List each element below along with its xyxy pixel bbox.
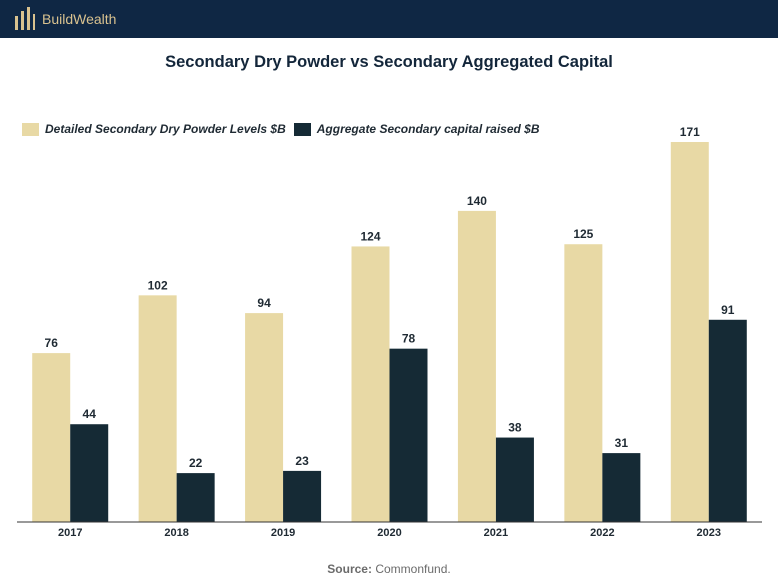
source-note: Source: Commonfund. (0, 562, 778, 576)
data-label-dry-powder-2017: 76 (45, 336, 59, 350)
x-tick-label-2022: 2022 (590, 527, 614, 539)
bar-dry-powder-2023 (670, 142, 709, 522)
legend-item-dry-powder: Detailed Secondary Dry Powder Levels $B (22, 122, 286, 136)
bar-dry-powder-2021 (457, 210, 496, 522)
legend-swatch-capital-raised (293, 122, 311, 136)
bar-dry-powder-2017 (32, 353, 71, 522)
bar-dry-powder-2019 (245, 313, 284, 522)
bar-capital-raised-2018 (176, 473, 215, 522)
data-label-capital-raised-2023: 91 (721, 303, 735, 317)
data-label-dry-powder-2019: 94 (257, 296, 271, 310)
brand-logo[interactable]: BuildWealth (14, 5, 116, 33)
data-label-dry-powder-2022: 125 (573, 227, 593, 241)
data-label-capital-raised-2020: 78 (402, 332, 416, 346)
data-label-capital-raised-2017: 44 (83, 407, 97, 421)
data-label-capital-raised-2022: 31 (615, 436, 629, 450)
bar-capital-raised-2023 (708, 319, 747, 522)
data-label-dry-powder-2021: 140 (467, 194, 487, 208)
bar-capital-raised-2017 (70, 424, 109, 522)
x-tick-label-2020: 2020 (377, 527, 401, 539)
top-bar: BuildWealth (0, 0, 778, 38)
legend-item-capital-raised: Aggregate Secondary capital raised $B (293, 122, 540, 136)
chart-title: Secondary Dry Powder vs Secondary Aggreg… (165, 53, 613, 71)
legend-swatch-dry-powder (22, 122, 39, 136)
bar-dry-powder-2022 (564, 244, 603, 522)
source-label: Source: (327, 562, 372, 576)
data-label-dry-powder-2023: 171 (680, 125, 700, 139)
legend-label-capital-raised: Aggregate Secondary capital raised $B (316, 122, 540, 136)
bar-dry-powder-2020 (351, 246, 390, 522)
x-tick-label-2017: 2017 (58, 527, 82, 539)
bar-capital-raised-2020 (389, 348, 428, 522)
bar-capital-raised-2021 (495, 437, 534, 522)
legend-label-dry-powder: Detailed Secondary Dry Powder Levels $B (45, 122, 286, 136)
x-tick-label-2023: 2023 (697, 527, 721, 539)
x-tick-label-2021: 2021 (484, 527, 508, 539)
chart-legend: Detailed Secondary Dry Powder Levels $B … (22, 122, 548, 136)
x-tick-label-2018: 2018 (164, 527, 188, 539)
bar-dry-powder-2018 (138, 295, 177, 522)
data-label-capital-raised-2019: 23 (295, 454, 309, 468)
data-label-capital-raised-2018: 22 (189, 456, 203, 470)
bar-columns-icon (14, 6, 36, 32)
data-label-dry-powder-2020: 124 (360, 229, 380, 243)
x-tick-label-2019: 2019 (271, 527, 295, 539)
bar-capital-raised-2019 (283, 470, 322, 522)
bar-capital-raised-2022 (602, 453, 641, 522)
data-label-dry-powder-2018: 102 (148, 278, 168, 292)
data-label-capital-raised-2021: 38 (508, 421, 522, 435)
source-value: Commonfund. (375, 562, 451, 576)
brand-name: BuildWealth (42, 11, 117, 27)
